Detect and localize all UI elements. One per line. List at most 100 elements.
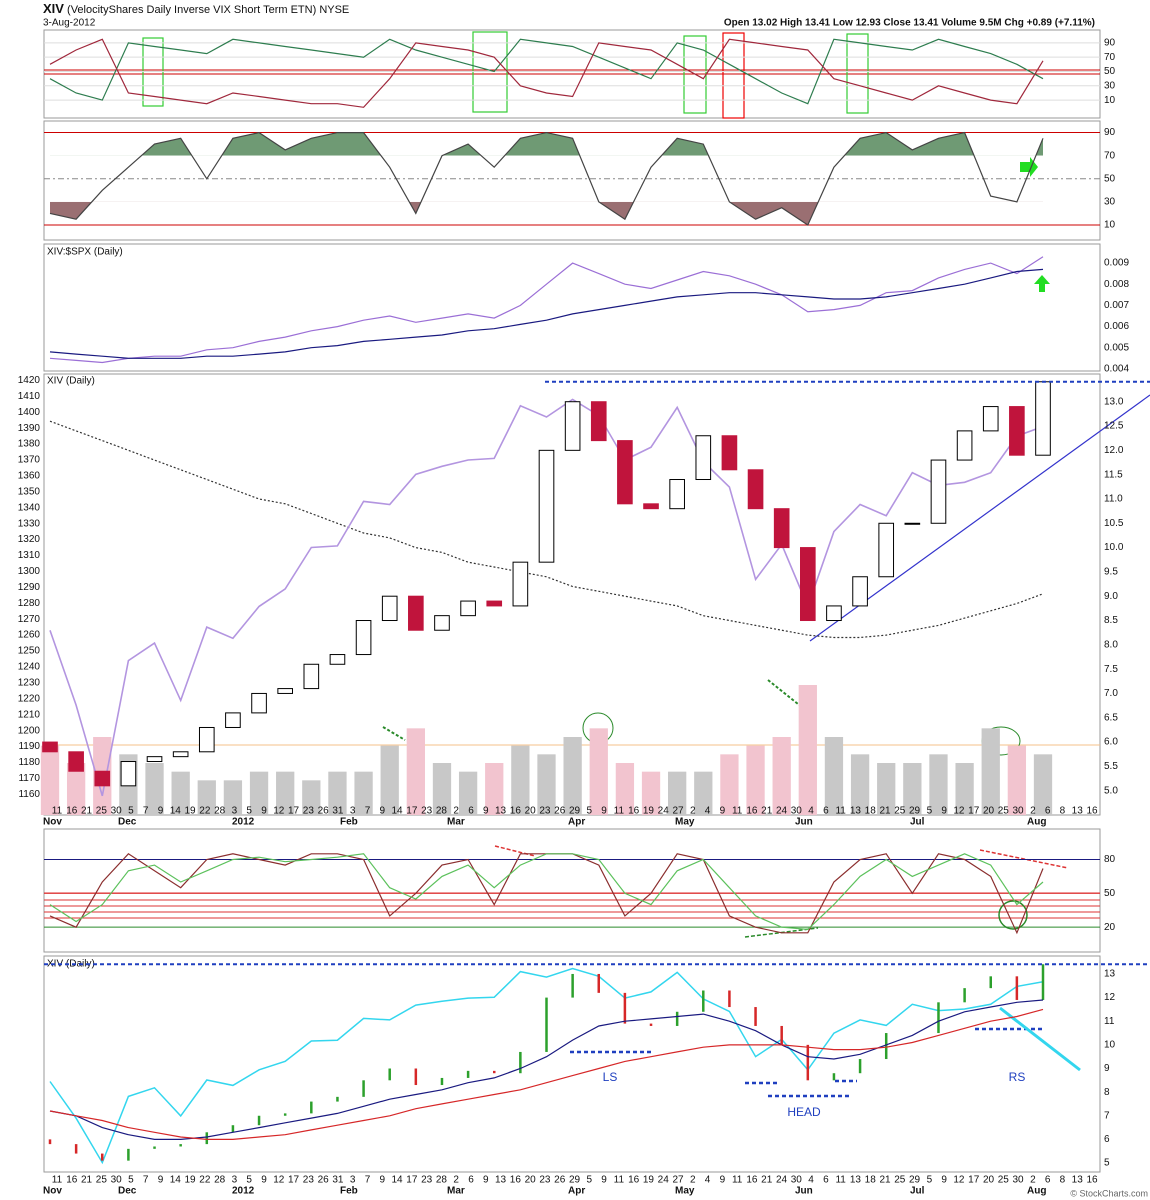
y-tick-label: 12.5 xyxy=(1104,421,1124,432)
y-tick-label: 1420 xyxy=(18,375,41,386)
candle xyxy=(982,406,999,432)
candle xyxy=(1035,381,1051,456)
x-tick-label: 12 xyxy=(273,806,285,817)
y-tick-label: 1230 xyxy=(18,677,41,688)
x-month-label: May xyxy=(675,817,695,828)
candle xyxy=(799,547,816,622)
moving-average xyxy=(49,420,1044,639)
panel-frame xyxy=(43,243,1101,372)
x-tick-label: 4 xyxy=(705,1175,711,1186)
y-tick-label: 50 xyxy=(1104,173,1116,184)
candle xyxy=(251,692,267,714)
x-tick-label: 29 xyxy=(909,806,921,817)
x-tick-label: 5 xyxy=(128,806,134,817)
x-tick-label: 9 xyxy=(380,806,386,817)
volume-bar xyxy=(563,737,582,815)
y-tick-label: 1210 xyxy=(18,709,41,720)
panel-title: XIV (Daily) xyxy=(47,959,95,970)
volume-bar xyxy=(824,737,844,815)
volume-bar xyxy=(1033,754,1053,815)
series-line xyxy=(49,256,1044,364)
y-tick-label: 9 xyxy=(1104,1063,1110,1074)
neckline-marks xyxy=(570,1027,1043,1098)
x-tick-label: 2 xyxy=(1030,806,1036,817)
volume-bar xyxy=(1007,745,1027,815)
candle xyxy=(198,726,215,753)
volume-bar xyxy=(694,771,713,815)
x-tick-label: 25 xyxy=(998,806,1010,817)
series-line xyxy=(49,38,1044,105)
candle xyxy=(460,600,476,617)
x-month-label: 2012 xyxy=(232,1186,255,1197)
x-tick-label: 16 xyxy=(628,806,640,817)
x-tick-label: 28 xyxy=(436,1175,448,1186)
divergence-line xyxy=(494,845,536,857)
volume-bar xyxy=(354,771,373,815)
x-tick-label: 23 xyxy=(421,1175,433,1186)
volume-bar xyxy=(798,685,817,815)
volume-bar xyxy=(249,771,269,815)
volume-bar xyxy=(458,771,478,815)
y-tick-label: 0.004 xyxy=(1104,364,1129,375)
x-month-label: Nov xyxy=(43,817,62,828)
pattern-label: RS xyxy=(1009,1070,1026,1084)
x-tick-label: 3 xyxy=(232,1175,238,1186)
y-tick-label: 6.0 xyxy=(1104,737,1118,748)
y-tick-label: 0.009 xyxy=(1104,258,1129,269)
series-line xyxy=(49,1008,1044,1140)
x-tick-label: 2 xyxy=(453,1175,459,1186)
x-tick-label: 20 xyxy=(983,806,995,817)
y-tick-label: 1170 xyxy=(18,773,40,784)
x-tick-label: 13 xyxy=(850,1175,862,1186)
y-tick-label: 1160 xyxy=(18,789,40,800)
highlight-box xyxy=(722,32,745,119)
x-tick-label: 9 xyxy=(261,806,267,817)
series-line xyxy=(49,131,1044,226)
candle xyxy=(42,741,58,753)
x-tick-label: 9 xyxy=(483,806,489,817)
y-tick-label: 12 xyxy=(1104,992,1116,1003)
candle xyxy=(225,712,241,728)
credit: © StockCharts.com xyxy=(1070,1188,1148,1198)
candle xyxy=(277,688,294,694)
candle xyxy=(303,663,320,690)
y-tick-label: 8 xyxy=(1104,1087,1110,1098)
volume-bar xyxy=(746,745,765,815)
x-month-label: Mar xyxy=(447,817,465,828)
divergence-line xyxy=(382,726,406,741)
x-tick-label: 19 xyxy=(643,806,655,817)
x-tick-label: 8 xyxy=(1060,1175,1066,1186)
y-tick-label: 1340 xyxy=(18,502,41,513)
x-tick-label: 25 xyxy=(894,806,906,817)
y-tick-label: 10 xyxy=(1104,95,1116,106)
x-tick-label: 13 xyxy=(850,806,862,817)
x-tick-label: 18 xyxy=(865,1175,877,1186)
panel-title: XIV (Daily) xyxy=(47,376,95,387)
x-tick-label: 25 xyxy=(894,1175,906,1186)
x-tick-label: 19 xyxy=(185,1175,197,1186)
candle xyxy=(146,756,163,763)
x-tick-label: 6 xyxy=(468,1175,474,1186)
arrow-up xyxy=(1034,275,1050,292)
x-tick-label: 30 xyxy=(111,1175,123,1186)
y-tick-label: 30 xyxy=(1104,80,1116,91)
y-tick-label: 8.0 xyxy=(1104,639,1118,650)
x-tick-label: 24 xyxy=(776,1175,788,1186)
candle xyxy=(747,469,764,510)
y-tick-label: 1410 xyxy=(18,391,41,402)
y-tick-label: 0.006 xyxy=(1104,321,1129,332)
y-tick-label: 20 xyxy=(1104,922,1116,933)
volume-bar xyxy=(485,763,504,815)
y-tick-label: 1190 xyxy=(18,741,40,752)
y-tick-label: 13.0 xyxy=(1104,396,1124,407)
x-tick-label: 11 xyxy=(732,1175,743,1186)
y-tick-label: 1320 xyxy=(18,534,41,545)
volume-bar xyxy=(432,763,452,815)
x-tick-label: 9 xyxy=(483,1175,489,1186)
x-month-label: Feb xyxy=(340,1186,358,1197)
x-month-label: Jun xyxy=(795,1186,813,1197)
y-tick-label: 10.5 xyxy=(1104,518,1124,529)
y-tick-label: 80 xyxy=(1104,854,1116,865)
x-tick-label: 6 xyxy=(1045,1175,1051,1186)
y-tick-label: 10 xyxy=(1104,220,1116,231)
